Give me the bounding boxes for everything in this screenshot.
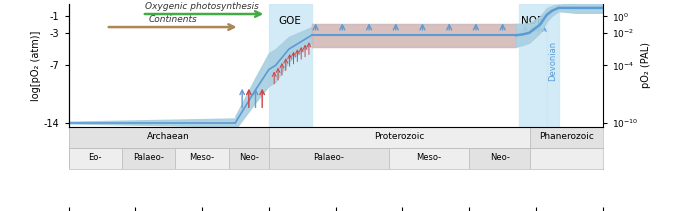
Y-axis label: log[pO₂ (atm)]: log[pO₂ (atm)] bbox=[31, 30, 41, 101]
Bar bbox=[175, 148, 229, 169]
Text: Continents: Continents bbox=[149, 15, 197, 24]
Text: Archaean: Archaean bbox=[147, 132, 190, 141]
Bar bbox=[68, 148, 122, 169]
Text: Palaeo-: Palaeo- bbox=[314, 153, 345, 162]
Bar bbox=[469, 148, 530, 169]
Bar bbox=[530, 127, 603, 148]
Bar bbox=[389, 148, 469, 169]
Bar bbox=[269, 127, 530, 148]
Text: Meso-: Meso- bbox=[416, 153, 442, 162]
Bar bbox=[547, 4, 559, 127]
Text: Palaeo-: Palaeo- bbox=[133, 153, 164, 162]
Text: Proterozoic: Proterozoic bbox=[375, 132, 425, 141]
Y-axis label: pO₂ (PAL): pO₂ (PAL) bbox=[641, 42, 651, 88]
Text: Neo-: Neo- bbox=[239, 153, 259, 162]
Text: Oxygenic photosynthesis: Oxygenic photosynthesis bbox=[145, 2, 259, 11]
Bar bbox=[269, 148, 389, 169]
Text: Eo-: Eo- bbox=[88, 153, 102, 162]
Bar bbox=[530, 148, 603, 169]
Text: Phanerozoic: Phanerozoic bbox=[539, 132, 594, 141]
Text: GOE: GOE bbox=[279, 16, 301, 26]
Text: Meso-: Meso- bbox=[190, 153, 214, 162]
Bar bbox=[229, 148, 269, 169]
Bar bbox=[68, 127, 269, 148]
Bar bbox=[122, 148, 175, 169]
Text: Neo-: Neo- bbox=[490, 153, 510, 162]
Bar bbox=[269, 4, 312, 127]
Text: NOE: NOE bbox=[521, 16, 544, 26]
Bar bbox=[519, 4, 547, 127]
Text: Devonian: Devonian bbox=[548, 41, 557, 81]
